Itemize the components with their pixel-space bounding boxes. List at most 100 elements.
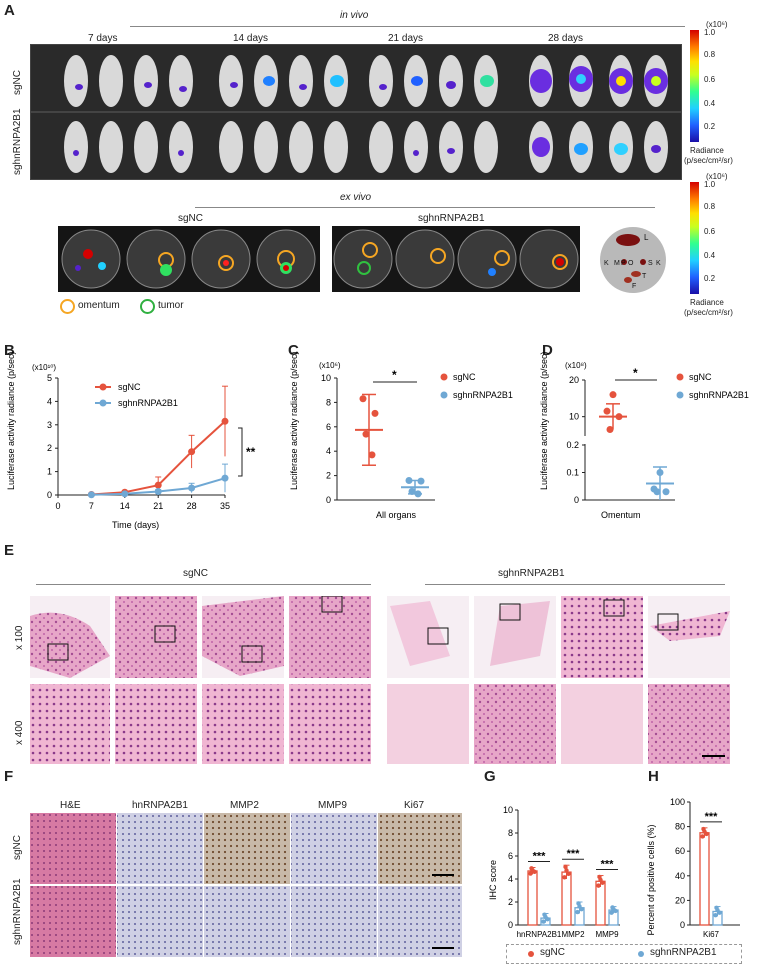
bottom-legend-sgnc: sgNC [540,947,566,958]
legend-omentum-circle [60,299,75,314]
organ-label-l: L [644,233,649,242]
ex-vivo-label: ex vivo [340,192,372,203]
chart-h-ytick-label: 80 [675,822,685,832]
chart-d-exp: (x10⁸) [565,361,587,370]
chart-d-point [615,413,623,421]
chart-d-point [606,426,614,433]
exvivo-dishes-sgnc [58,226,320,292]
chart-h-point [714,905,719,910]
chart-b-ytick-label: 1 [47,467,52,477]
legend-tumor-circle [140,299,155,314]
chart-b-legend-sgh: sghnRNPA2B1 [118,398,178,408]
chart-h: Percent of positive cells (%) 0 20 40 60 80 1… [646,797,740,939]
chart-g-bar [595,880,606,926]
chart-g-bar [561,871,572,926]
panel-f-letter: F [4,768,14,785]
chart-h-point [713,912,718,918]
chart-c-ylabel: Luciferase activity radiance (p/sec) [289,351,299,490]
chart-c-point [408,487,416,495]
chart-c-ytick-label: 8 [326,397,331,407]
chart-d-point [609,391,617,399]
organ-label-p: P [621,260,626,267]
colorbar-1-tick-08: 0.8 [704,50,716,59]
chart-g-sig: *** [533,851,547,863]
chart-d-axes: 20 10 0.2 0.1 0 [566,375,675,505]
colorbar-2-tick-1: 1.0 [704,180,716,189]
chart-b: (x10¹⁰) Luciferase activity radiance (p/… [6,351,256,530]
chart-b-legend-sgnc-dot [99,383,107,391]
chart-b-point [87,491,95,499]
chart-b-point [154,487,162,495]
chart-b-legend-sgh-dot [99,399,107,407]
chart-g-point [566,871,571,877]
chart-c-point [359,395,367,403]
chart-b-ytick-label: 5 [47,373,52,383]
colorbar-2-tick-06: 0.6 [704,227,716,236]
chart-c-point [417,477,425,485]
mag-label-100: x 100 [14,625,25,650]
chart-g-ytick-label: 2 [508,897,513,907]
chart-h-marks: *** [699,811,723,926]
chart-g-point [529,866,534,871]
chart-h-ytick-label: 40 [675,871,685,881]
organ-layout-dish: L K M P O S K T F [598,226,668,294]
chart-c-legend-sgh-dot [440,391,448,399]
chart-g-xtick-label: MMP9 [595,930,619,939]
chart-g-bar [527,870,538,926]
invivo-sgnc-image [64,55,668,107]
chart-c-axes: 0 2 4 6 8 10 [321,373,435,505]
chart-h-point [700,834,705,839]
chart-b-point [154,481,162,489]
chart-g-ytick-label: 8 [508,828,513,838]
colorbar-2-tick-04: 0.4 [704,251,716,260]
panel-e-letter: E [4,542,15,559]
chart-g-point [563,864,568,870]
chart-d-ytick-label: 0.1 [566,468,579,478]
colorbar-1-unit: Radiance [690,146,724,155]
chart-b-exp: (x10¹⁰) [32,363,56,372]
chart-d-ytick-label: 0.2 [566,440,579,450]
chart-g-point [596,883,601,888]
ihc-row-sgnc: sgNC [12,834,23,860]
chart-d-point [653,488,661,496]
chart-g-point [541,919,546,924]
in-vivo-line [130,26,685,27]
panel-c-letter: C [288,342,299,359]
chart-c-ytick-label: 2 [326,471,331,481]
organ-label-k1: K [604,260,609,267]
histo-group-sghnrnpa2b1-line [425,584,725,585]
ihc-sgnc-ki67 [378,813,462,884]
exvivo-sghnrnpa2b1-image [333,229,579,289]
chart-b-ytick-label: 2 [47,443,52,453]
chart-h-ytick-label: 60 [675,846,685,856]
panel-h-letter: H [648,768,659,785]
chart-d-point [603,407,611,415]
ihc-sgh-mmp9 [291,886,377,957]
colorbar-1-exp: (x10⁶) [706,20,728,29]
panel-a-letter: A [4,2,15,19]
chart-g-ytick-label: 10 [503,805,513,815]
colorbar-1-tick-1: 1.0 [704,28,716,37]
chart-b-axes: 0 1 2 3 4 5 0 7 14 21 28 35 [47,373,230,511]
chart-g-point [597,874,602,880]
chart-c-ytick-label: 0 [326,495,331,505]
colorbar-2 [690,182,699,294]
chart-c-ytick-label: 10 [321,373,331,383]
histo-group-sghnrnpa2b1: sghnRNPA2B1 [498,568,565,579]
chart-d: (x10⁸) Luciferase activity radiance (p/s… [539,351,749,520]
row-label-sghnrnpa2b1: sghnRNPA2B1 [12,108,23,175]
exvivo-sgnc-image [61,229,316,289]
timepoint-14: 14 days [233,33,269,44]
exvivo-dishes-sghnrnpa2b1 [332,226,580,292]
chart-b-point [188,448,196,456]
chart-c-legend-sgnc-dot [440,373,448,381]
chart-d-ytick-label: 10 [569,412,579,422]
chart-g-point [610,905,615,910]
chart-g-point [576,901,581,906]
chart-g-sig: *** [601,859,615,871]
ihc-sgh-he [30,886,116,957]
bottom-legend-sgh-dot [638,951,644,957]
row-label-sgnc: sgNC [12,69,23,95]
chart-d-legend-sgnc: sgNC [689,372,712,382]
chart-d-point [656,469,664,476]
